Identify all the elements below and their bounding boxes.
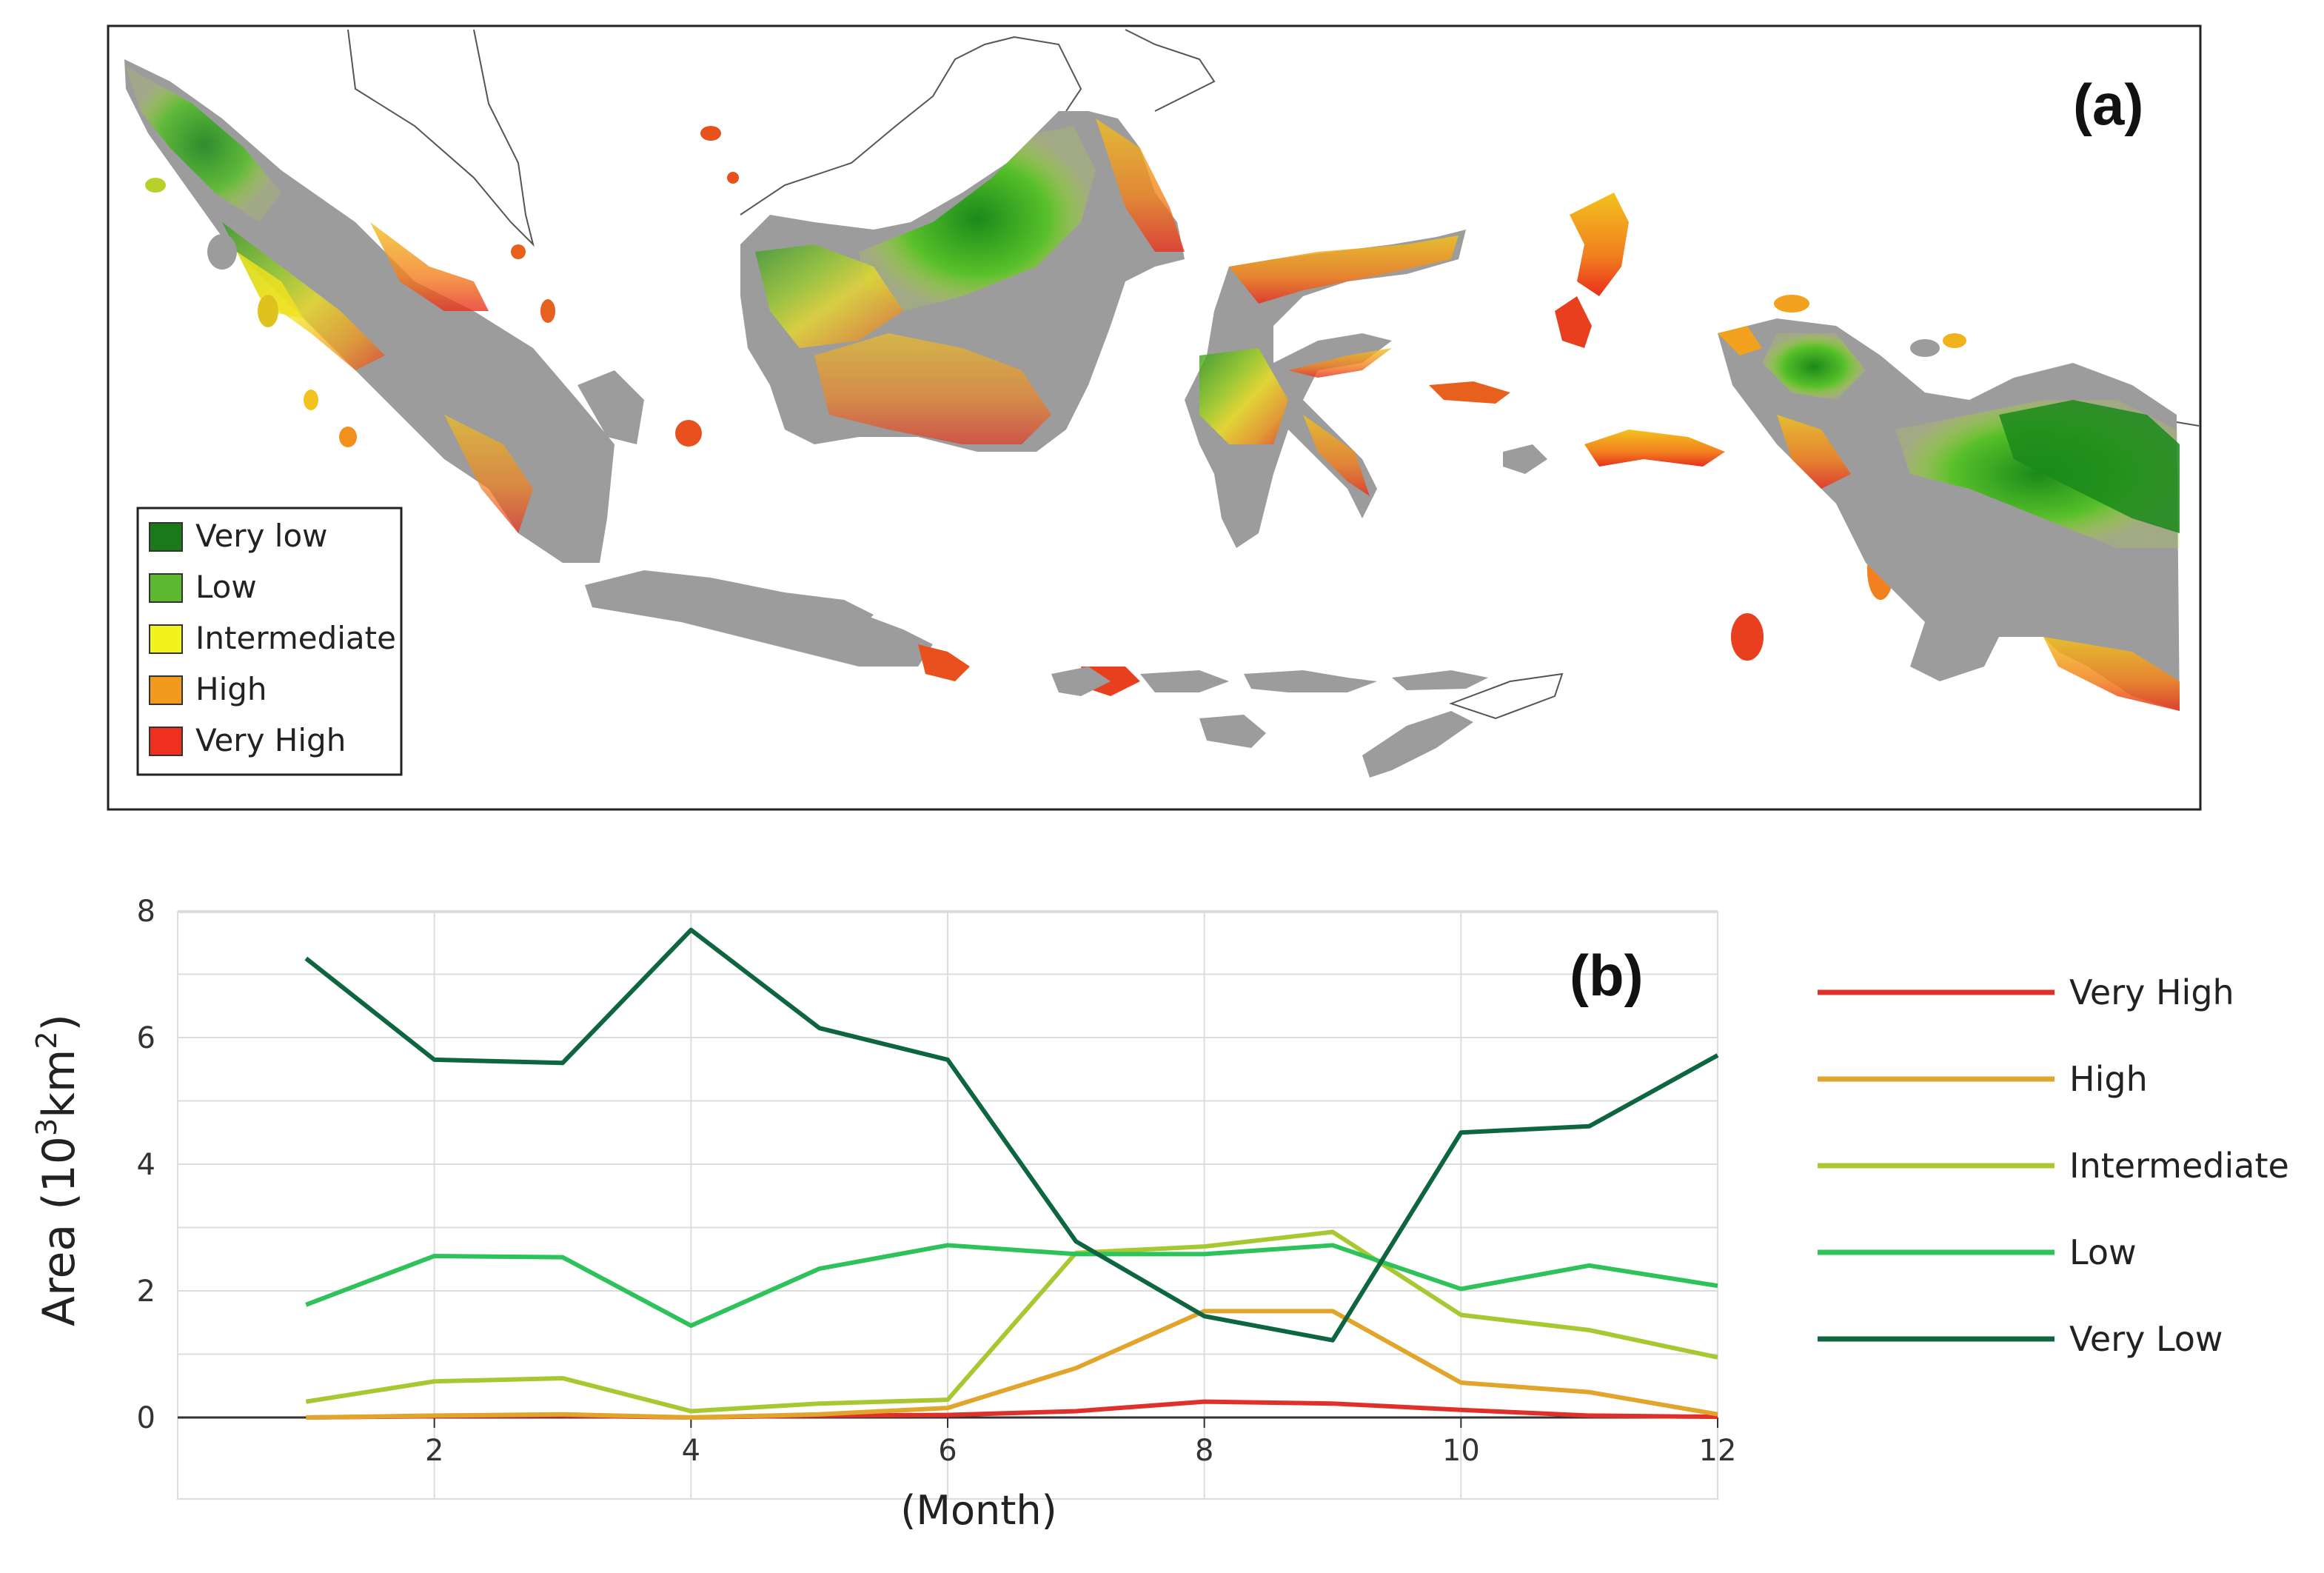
x-tick-label-8: 8 [1195, 1434, 1213, 1468]
map-legend-items: Very low Low Intermediate High Very High [149, 518, 396, 758]
island-sulawesi [1185, 230, 1466, 548]
y-axis-title: Area (103km2) [30, 1014, 85, 1326]
x-axis-title: (Month) [900, 1487, 1056, 1534]
x-tick-label-10: 10 [1442, 1434, 1480, 1468]
y-tick-label-4: 4 [137, 1148, 155, 1182]
series-lines [304, 927, 1719, 1420]
line-chart: 2 4 6 8 10 12 0 2 4 6 8 (b) (Month) Area (103km2)… [30, 895, 2289, 1534]
legend-label-very-low: Very Low [2069, 1319, 2223, 1359]
island-sumatra [124, 59, 615, 563]
y-tick-label-8: 8 [137, 895, 155, 929]
map-legend-swatch-4 [149, 727, 183, 756]
y-ticks: 0 2 4 6 8 [137, 895, 155, 1435]
map-outline-borders [347, 29, 2200, 720]
panel-a-label: (a) [2073, 72, 2143, 137]
map-legend-swatch-2 [149, 624, 183, 654]
legend-label-intermediate: Intermediate [2069, 1146, 2289, 1186]
x-tick-label-12: 12 [1699, 1434, 1737, 1468]
x-tick-label-6: 6 [938, 1434, 957, 1468]
islands-nusa-tenggara [1051, 667, 1488, 778]
x-tick-label-4: 4 [682, 1434, 700, 1468]
map-legend-label-1: Low [195, 569, 257, 605]
island-borneo [740, 111, 1185, 452]
legend-label-high: High [2069, 1059, 2148, 1099]
map-legend-swatch-3 [149, 675, 183, 705]
map-legend-label-4: Very High [195, 722, 346, 758]
series-line-very-low [304, 927, 1719, 1343]
legend-label-low: Low [2069, 1232, 2137, 1272]
series-line-intermediate [305, 1229, 1718, 1414]
panel-b-label: (b) [1570, 943, 1644, 1008]
legend-label-very-high: Very High [2069, 972, 2234, 1012]
map-legend-swatch-0 [149, 522, 183, 552]
islands-west [145, 126, 739, 447]
series-line-high [306, 1309, 1718, 1420]
map-legend-label-0: Very low [195, 518, 328, 554]
y-tick-label-6: 6 [137, 1021, 155, 1055]
map-legend-swatch-1 [149, 573, 183, 603]
chart-legend: Very High High Intermediate Low Very Low [1818, 972, 2289, 1359]
map-legend-label-3: High [195, 671, 267, 707]
island-papua [1718, 318, 2180, 711]
x-tick-label-2: 2 [425, 1434, 443, 1468]
series-line-low [305, 1243, 1718, 1329]
map-legend-label-2: Intermediate [195, 620, 396, 656]
y-tick-label-2: 2 [137, 1275, 155, 1309]
islands-maluku [1429, 193, 1966, 661]
map-panel: Very low Low Intermediate High Very High (a) [107, 24, 2202, 811]
x-ticks: 2 4 6 8 10 12 [425, 1417, 1737, 1468]
y-tick-label-0: 0 [137, 1401, 155, 1435]
